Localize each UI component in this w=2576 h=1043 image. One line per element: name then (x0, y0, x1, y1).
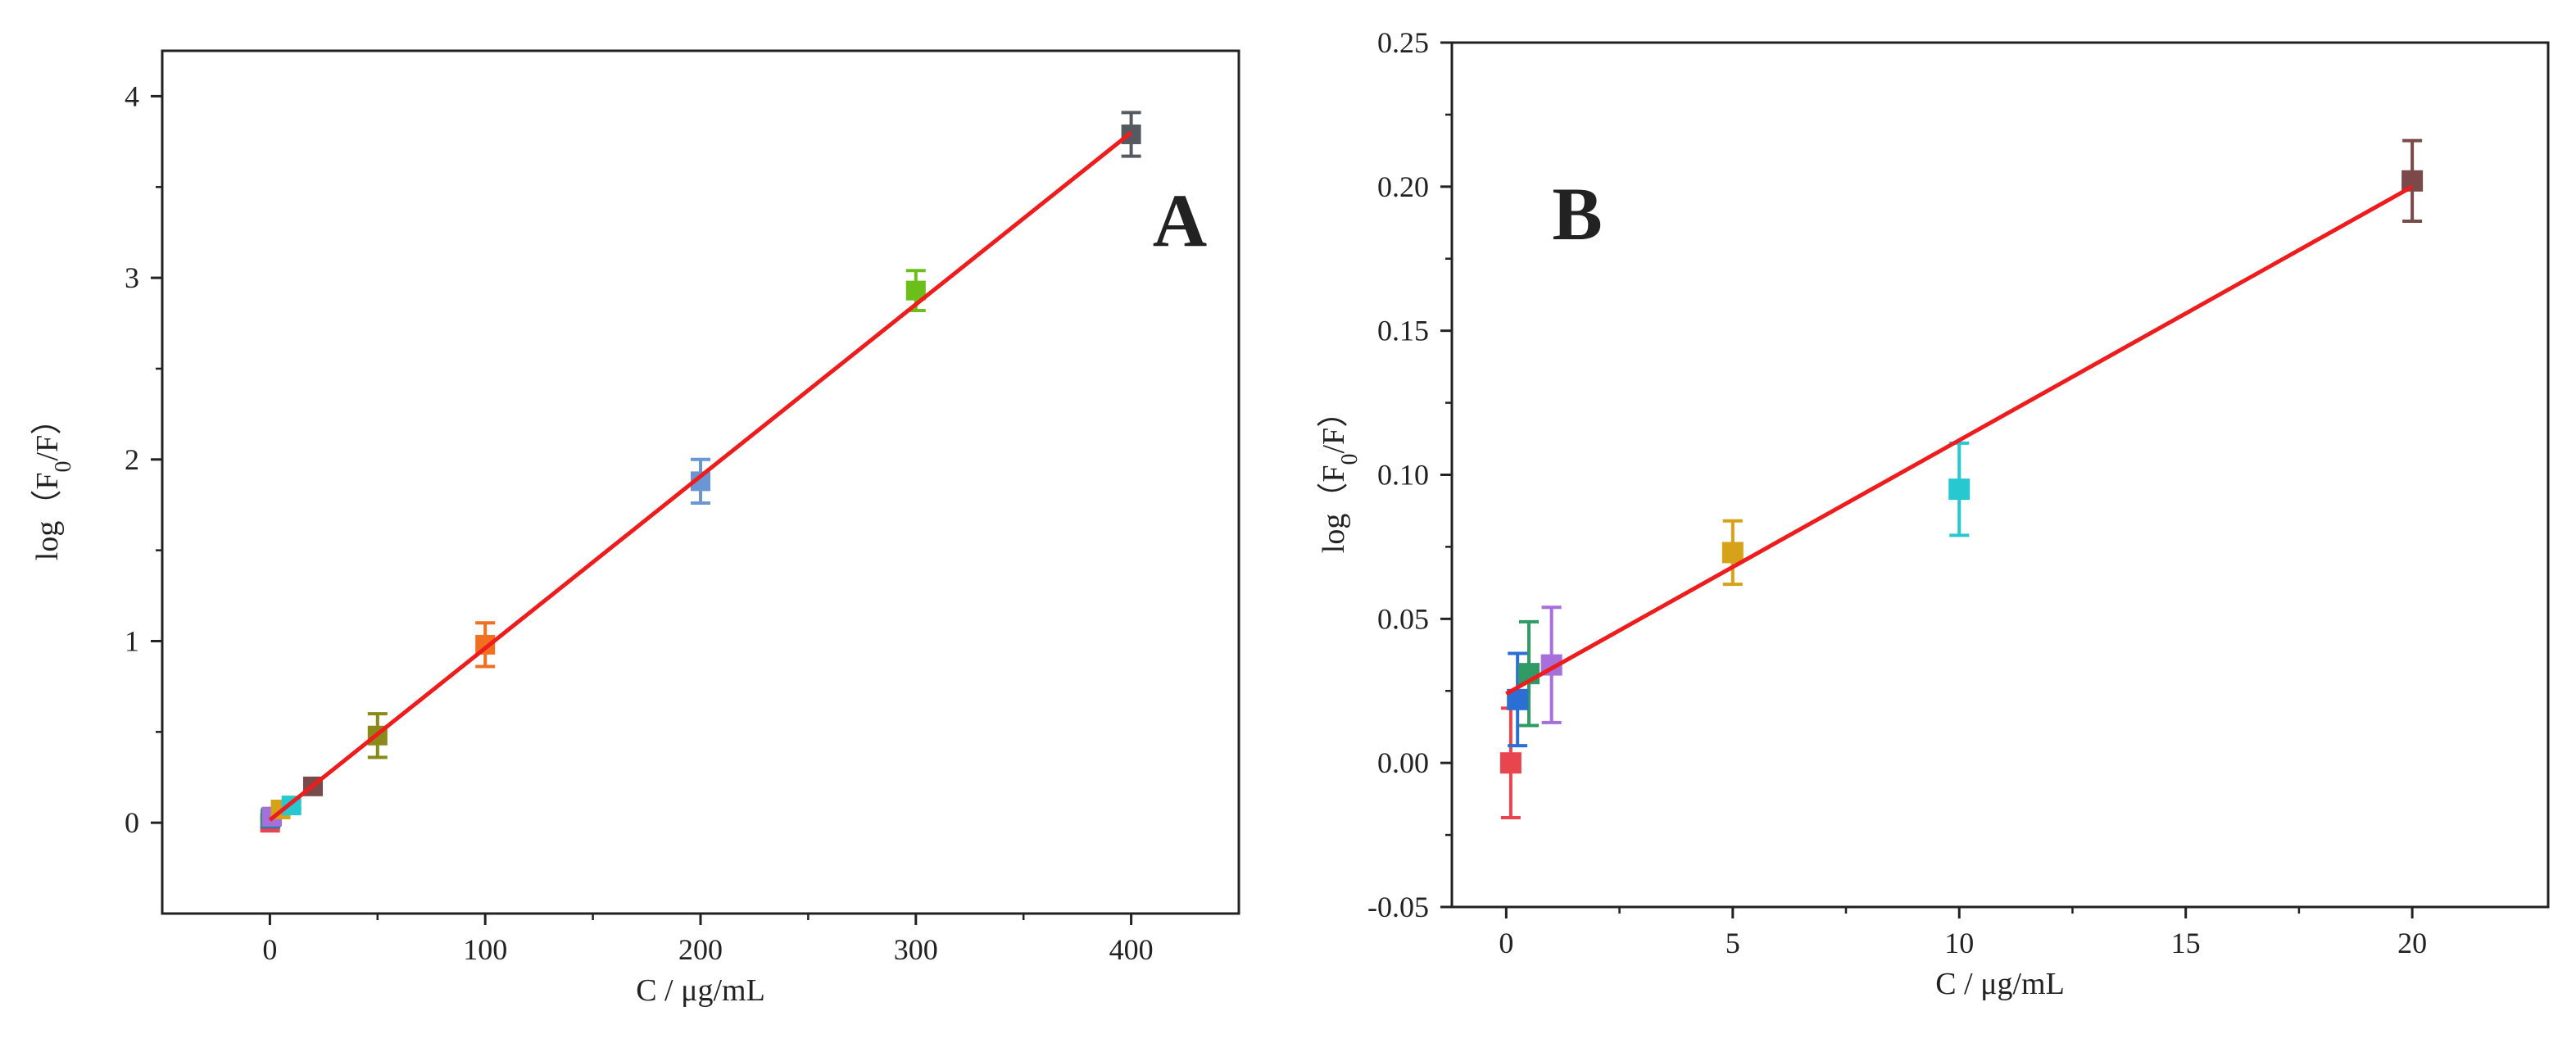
x-tick-label: 400 (1109, 933, 1154, 966)
y-tick-label: 0.05 (1377, 602, 1429, 635)
panel-label: B (1552, 172, 1602, 256)
y-tick-label: 3 (125, 261, 139, 294)
y-tick-label: 2 (125, 443, 139, 476)
plot-frame (1450, 41, 2550, 909)
y-tick-label: 4 (125, 79, 139, 112)
data-points (1499, 138, 2424, 819)
x-tick-label: 20 (2397, 927, 2427, 959)
x-tick-label: 10 (1944, 927, 1974, 959)
chart-b: 0 5 10 15 20 -0.05 0.00 0.05 0.10 0.15 0.20 0.25 C /… (1317, 26, 2550, 1001)
y-tick-label: -0.05 (1367, 891, 1429, 923)
data-point (1721, 542, 1744, 564)
x-axis-title: C / μg/mL (1935, 967, 2065, 1001)
fit-line (1505, 184, 2414, 696)
x-tick-label: 100 (463, 933, 507, 966)
x-tick-label: 200 (678, 933, 723, 966)
y-tick-label: 0.10 (1377, 459, 1429, 492)
panel-label: A (1153, 179, 1207, 262)
y-tick-label: 0.00 (1377, 746, 1429, 779)
y-tick-label: 0.15 (1377, 315, 1429, 347)
y-tick-label: 0 (125, 806, 139, 839)
y-axis-title: log（F0/F） (1317, 397, 1363, 553)
data-point (1499, 752, 1522, 774)
chart-a: 0 100 200 300 400 0 1 2 3 4 C / μg/mL log（F0/F） A (30, 49, 1240, 1008)
y-axis-title: log（F0/F） (30, 404, 76, 560)
y-tick-label: 0.25 (1377, 26, 1429, 59)
x-tick-label: 15 (2171, 927, 2201, 959)
fit-line (268, 130, 1133, 822)
x-tick-label: 0 (262, 933, 277, 966)
x-tick-label: 300 (894, 933, 938, 966)
x-axis-title: C / μg/mL (636, 973, 765, 1008)
y-tick-label: 1 (125, 624, 139, 657)
y-tick-label: 0.20 (1377, 170, 1429, 203)
x-tick-label: 0 (1499, 927, 1513, 959)
data-point (1948, 478, 1971, 501)
x-tick-label: 5 (1726, 927, 1740, 959)
